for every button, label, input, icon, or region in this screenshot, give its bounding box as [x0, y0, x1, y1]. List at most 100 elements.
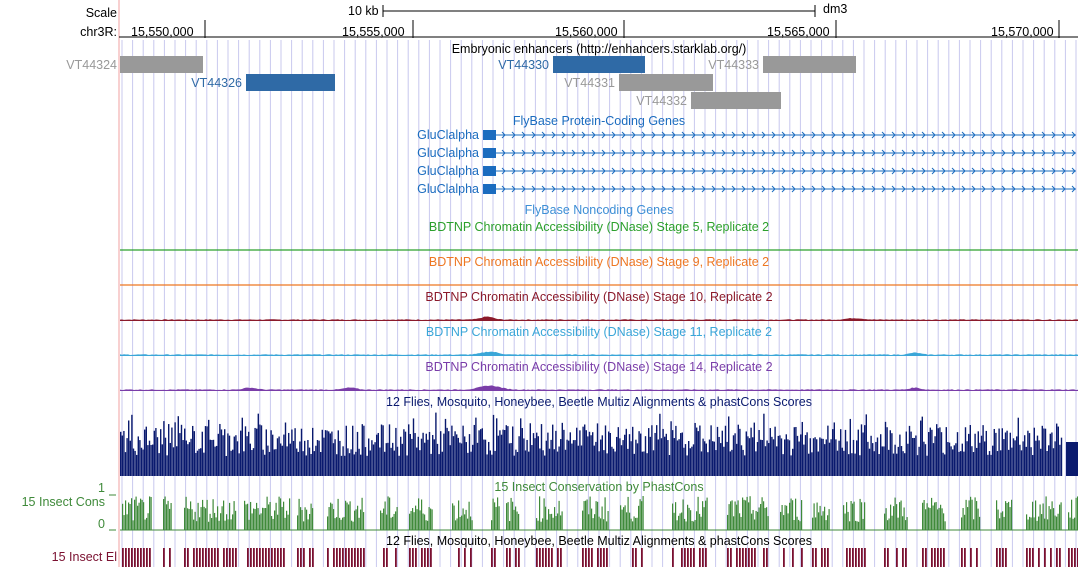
conserved-elements-track[interactable]: 12 Flies, Mosquito, Honeybee, Beetle Mul…: [52, 534, 1078, 567]
dnase-stage10-signal[interactable]: [120, 316, 1078, 321]
phastcons-bar: [623, 507, 625, 530]
enhancer-label-VT44330[interactable]: VT44330: [498, 58, 549, 72]
phastcons-bar: [1054, 515, 1056, 530]
multiz-bar: [235, 435, 237, 476]
strand-arrow: [1071, 185, 1076, 193]
strand-arrow: [1061, 149, 1066, 157]
multiz-bar: [1051, 432, 1053, 476]
gene-label-4[interactable]: GluClalpha: [417, 182, 479, 196]
phastcons-bar: [962, 508, 964, 530]
strand-arrow: [621, 185, 626, 193]
enhancer-label-VT44333[interactable]: VT44333: [708, 58, 759, 72]
enhancers-track[interactable]: Embryonic enhancers (http://enhancers.st…: [66, 42, 856, 109]
conserved-element: [934, 548, 936, 567]
multiz-bar: [961, 443, 963, 476]
multiz-bar: [244, 426, 247, 476]
conserved-element: [247, 548, 249, 567]
multiz-bar: [387, 442, 389, 476]
gene-label-3[interactable]: GluClalpha: [417, 164, 479, 178]
enhancer-VT44326[interactable]: [246, 74, 335, 91]
phastcons-bar: [696, 511, 698, 530]
elements-side-label[interactable]: 15 Insect El: [52, 550, 117, 564]
multiz-bar: [196, 450, 199, 476]
enhancer-VT44332[interactable]: [691, 92, 781, 109]
phastcons-score-bars[interactable]: [120, 496, 1078, 531]
phastcons-bar: [166, 504, 168, 530]
conserved-element: [259, 548, 261, 567]
multiz-bar: [248, 431, 250, 476]
multiz-track[interactable]: 12 Flies, Mosquito, Honeybee, Beetle Mul…: [120, 395, 1078, 476]
multiz-bar: [780, 438, 783, 476]
phastcons-bar: [268, 504, 270, 530]
phastcons-bar: [269, 502, 271, 530]
enhancer-VT44333[interactable]: [763, 56, 856, 73]
multiz-bar: [408, 424, 410, 476]
phastcons-bar: [965, 499, 967, 530]
multiz-bar: [889, 430, 891, 476]
multiz-bar: [313, 451, 315, 476]
multiz-bar: [963, 451, 965, 476]
multiz-bar: [563, 429, 565, 476]
dnase-stage11-signal[interactable]: [120, 351, 1078, 356]
strand-arrow: [571, 185, 576, 193]
phastcons-bar: [346, 502, 348, 530]
multiz-bar: [340, 455, 343, 476]
conserved-element: [970, 548, 972, 567]
conserved-element: [143, 548, 145, 567]
strand-arrow: [981, 149, 986, 157]
dnase-tracks[interactable]: BDTNP Chromatin Accessibility (DNase) St…: [120, 220, 1078, 391]
ruler-track[interactable]: Scale chr3R: 10 kb dm3 15,550,000 15,555…: [80, 2, 1078, 39]
phastcons-bar: [589, 496, 591, 530]
conserved-element: [205, 548, 207, 567]
multiz-bar: [272, 434, 274, 476]
multiz-bar: [756, 442, 759, 476]
phastcons-bar: [595, 501, 597, 530]
coding-genes-track[interactable]: FlyBase Protein-Coding Genes GluClalpha …: [417, 114, 1076, 196]
strand-arrow: [611, 149, 616, 157]
strand-arrow: [941, 185, 946, 193]
phastcons-bar: [193, 519, 195, 530]
multiz-bar: [532, 433, 535, 476]
phastcons-bar: [855, 520, 857, 530]
multiz-bar: [712, 441, 714, 476]
multiz-bar: [804, 435, 807, 476]
strand-arrow: [641, 167, 646, 175]
phastcons-bar: [1057, 513, 1059, 530]
strand-arrow: [581, 167, 586, 175]
conserved-element-blocks[interactable]: [122, 548, 1078, 567]
enhancer-label-VT44332[interactable]: VT44332: [636, 94, 687, 108]
multiz-bar: [944, 454, 946, 476]
phastcons-bar: [250, 501, 252, 530]
multiz-bar: [336, 454, 338, 476]
multiz-bar: [1027, 430, 1029, 476]
phastcons-bar: [542, 518, 544, 530]
enhancer-VT44331[interactable]: [619, 74, 713, 91]
phastcons-track[interactable]: 15 Insect Conservation by PhastCons 15 I…: [22, 480, 1078, 531]
multiz-bar: [795, 426, 797, 476]
multiz-bar: [420, 438, 423, 476]
gene-label-2[interactable]: GluClalpha: [417, 146, 479, 160]
enhancer-label-VT44326[interactable]: VT44326: [191, 76, 242, 90]
phastcons-bar: [343, 516, 345, 530]
enhancer-label-VT44331[interactable]: VT44331: [564, 76, 615, 90]
dnase-stage14-signal[interactable]: [120, 385, 1078, 391]
gene-models[interactable]: [483, 130, 1076, 194]
enhancer-VT44330[interactable]: [553, 56, 645, 73]
multiz-bar: [577, 445, 579, 476]
multiz-bar: [632, 426, 634, 476]
enhancer-VT44324[interactable]: [120, 56, 203, 73]
multiz-conservation-bars[interactable]: [120, 412, 1078, 476]
noncoding-genes-title[interactable]: FlyBase Noncoding Genes: [525, 203, 674, 217]
enhancer-label-VT44324[interactable]: VT44324: [66, 58, 117, 72]
multiz-bar: [304, 440, 306, 476]
phastcons-side-label[interactable]: 15 Insect Cons: [22, 495, 105, 509]
phastcons-bar: [381, 513, 383, 530]
phastcons-bar: [585, 500, 587, 530]
strand-arrow: [541, 149, 546, 157]
gene-label-1[interactable]: GluClalpha: [417, 128, 479, 142]
phastcons-bar: [247, 503, 249, 530]
phastcons-bar: [185, 496, 187, 530]
multiz-bar: [364, 447, 367, 476]
multiz-bar: [875, 441, 877, 476]
multiz-bar: [593, 445, 595, 476]
